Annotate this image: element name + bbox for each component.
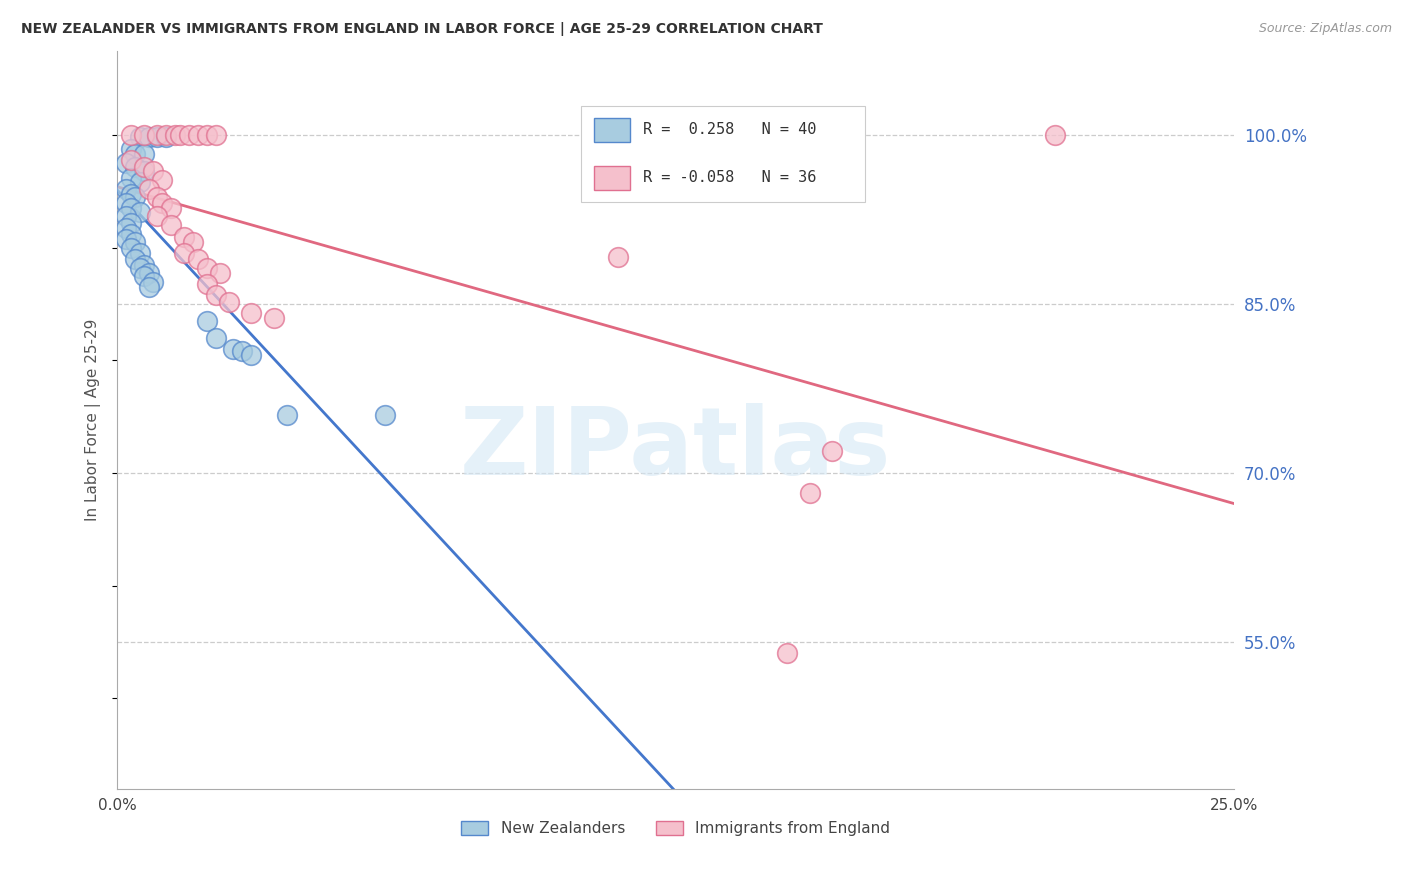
Text: Source: ZipAtlas.com: Source: ZipAtlas.com bbox=[1258, 22, 1392, 36]
Point bbox=[799, 486, 821, 500]
Point bbox=[195, 314, 218, 328]
Point bbox=[120, 128, 142, 143]
Point bbox=[204, 128, 226, 143]
Point bbox=[138, 182, 160, 196]
Point bbox=[222, 342, 245, 356]
Bar bbox=[595, 166, 630, 190]
Point bbox=[146, 209, 169, 223]
Point bbox=[132, 128, 155, 143]
Point bbox=[120, 171, 142, 186]
Point bbox=[124, 147, 146, 161]
Point bbox=[128, 204, 150, 219]
Text: R = -0.058   N = 36: R = -0.058 N = 36 bbox=[643, 170, 817, 186]
Point bbox=[146, 190, 169, 204]
Point bbox=[138, 280, 160, 294]
Point bbox=[181, 235, 204, 250]
Point bbox=[115, 220, 138, 235]
Point bbox=[132, 258, 155, 272]
Point bbox=[138, 266, 160, 280]
Point bbox=[124, 160, 146, 174]
Bar bbox=[595, 119, 630, 142]
Point bbox=[128, 130, 150, 145]
Point bbox=[218, 294, 240, 309]
Text: R =  0.258   N = 40: R = 0.258 N = 40 bbox=[643, 122, 817, 137]
Point bbox=[146, 130, 169, 145]
Point bbox=[204, 331, 226, 345]
Point bbox=[177, 128, 200, 143]
Point bbox=[204, 288, 226, 302]
Point bbox=[263, 310, 285, 325]
Legend: New Zealanders, Immigrants from England: New Zealanders, Immigrants from England bbox=[461, 822, 890, 836]
Point bbox=[374, 408, 396, 422]
Point bbox=[169, 128, 191, 143]
Point bbox=[150, 195, 173, 210]
Text: 25.0%: 25.0% bbox=[1209, 797, 1258, 813]
Point bbox=[120, 142, 142, 156]
Point bbox=[231, 344, 253, 359]
Point bbox=[150, 173, 173, 187]
Point bbox=[146, 128, 169, 143]
Text: ZIPatlas: ZIPatlas bbox=[460, 403, 891, 495]
Point bbox=[142, 275, 165, 289]
Point bbox=[120, 227, 142, 242]
Point bbox=[128, 176, 150, 190]
Point bbox=[120, 202, 142, 216]
Point bbox=[155, 130, 177, 145]
Point bbox=[276, 408, 298, 422]
Point bbox=[115, 209, 138, 223]
Point bbox=[132, 147, 155, 161]
Point bbox=[160, 202, 183, 216]
Point bbox=[132, 164, 155, 178]
Point bbox=[155, 128, 177, 143]
FancyBboxPatch shape bbox=[581, 106, 866, 202]
Point bbox=[195, 261, 218, 276]
Point bbox=[124, 190, 146, 204]
Point bbox=[132, 268, 155, 283]
Point bbox=[115, 195, 138, 210]
Point bbox=[128, 261, 150, 276]
Point bbox=[187, 128, 209, 143]
Text: NEW ZEALANDER VS IMMIGRANTS FROM ENGLAND IN LABOR FORCE | AGE 25-29 CORRELATION : NEW ZEALANDER VS IMMIGRANTS FROM ENGLAND… bbox=[21, 22, 823, 37]
Point bbox=[120, 153, 142, 167]
Point bbox=[195, 128, 218, 143]
Point bbox=[240, 306, 263, 320]
Point bbox=[776, 646, 799, 660]
Point bbox=[142, 164, 165, 178]
Point bbox=[165, 128, 187, 143]
Point bbox=[138, 130, 160, 145]
Point bbox=[115, 232, 138, 246]
Point bbox=[606, 250, 628, 264]
Y-axis label: In Labor Force | Age 25-29: In Labor Force | Age 25-29 bbox=[86, 318, 101, 521]
Point bbox=[124, 235, 146, 250]
Point bbox=[120, 241, 142, 255]
Point bbox=[132, 160, 155, 174]
Point bbox=[195, 277, 218, 291]
Point bbox=[173, 246, 195, 260]
Point bbox=[240, 348, 263, 362]
Point bbox=[1045, 128, 1067, 143]
Text: 0.0%: 0.0% bbox=[98, 797, 136, 813]
Point bbox=[208, 266, 231, 280]
Point bbox=[821, 443, 844, 458]
Point bbox=[160, 219, 183, 233]
Point bbox=[187, 252, 209, 266]
Point bbox=[120, 186, 142, 201]
Point bbox=[120, 216, 142, 230]
Point bbox=[124, 252, 146, 266]
Point bbox=[173, 229, 195, 244]
Point bbox=[115, 182, 138, 196]
Point bbox=[115, 156, 138, 170]
Point bbox=[128, 246, 150, 260]
